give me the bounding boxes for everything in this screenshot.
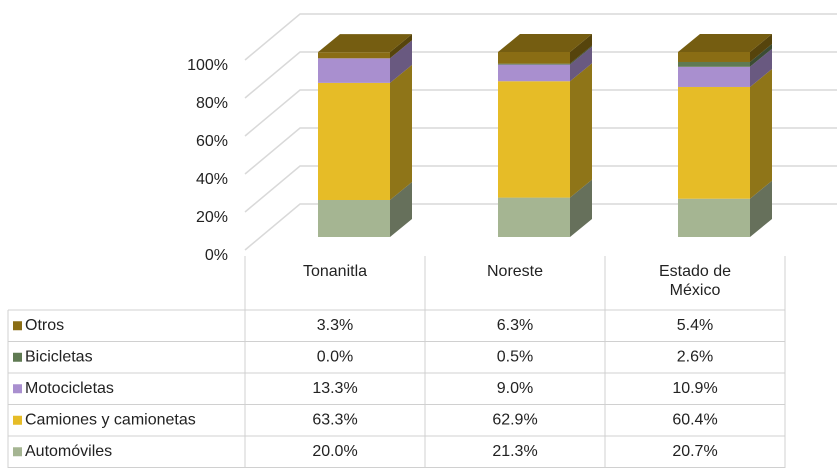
bar-side (570, 63, 592, 198)
data-label: 3.3% (317, 317, 353, 334)
bar (318, 52, 390, 59)
bar (498, 63, 570, 65)
bar (678, 198, 750, 237)
grid-line (244, 51, 837, 99)
bar (678, 52, 750, 62)
bar-side (390, 40, 412, 83)
legend-label: Automóviles (25, 443, 112, 460)
bar (498, 64, 570, 82)
data-label: 0.5% (497, 348, 533, 365)
bar-side (390, 64, 412, 201)
legend-swatch (13, 415, 22, 425)
data-label: 62.9% (492, 411, 537, 428)
category-label: Tonanitla (302, 263, 368, 280)
legend-label: Motocicletas (25, 380, 114, 397)
category-text: Noreste (486, 263, 544, 280)
data-label: 60.4% (672, 411, 717, 428)
y-tick-label: 20% (196, 209, 228, 226)
data-label: 20.0% (312, 443, 357, 460)
bar-top (678, 34, 772, 52)
bar-side (750, 180, 772, 237)
data-label: 9.0% (497, 380, 533, 397)
grid-line (244, 89, 837, 137)
data-label: 5.4% (677, 317, 713, 334)
legend-swatch (13, 384, 22, 394)
bar (678, 61, 750, 67)
data-label: 21.3% (492, 443, 537, 460)
y-tick-label: 40% (196, 171, 228, 188)
bar-side (570, 34, 592, 64)
bar-side (570, 46, 592, 82)
grid-line (244, 165, 837, 213)
bar (498, 81, 570, 198)
legend-swatch (13, 321, 22, 331)
category-text: Tonanitla (302, 263, 368, 280)
bar-side (390, 34, 412, 59)
bar (498, 197, 570, 237)
y-tick-label: 80% (196, 95, 228, 112)
bar-top (498, 34, 592, 52)
bar-side (570, 45, 592, 65)
data-label: 13.3% (312, 380, 357, 397)
bar (498, 52, 570, 64)
legend-swatch (13, 352, 22, 362)
data-label: 0.0% (317, 348, 353, 365)
bar-side (570, 179, 592, 237)
data-label: 63.3% (312, 411, 357, 428)
bar-top (318, 34, 412, 53)
data-label: 6.3% (497, 317, 533, 334)
bar-side (750, 68, 772, 199)
grid-line (244, 127, 837, 175)
bar-side (750, 34, 772, 62)
data-label: 10.9% (672, 380, 717, 397)
category-text: Estado de México (658, 263, 732, 299)
bar-side (750, 43, 772, 67)
bar-side (390, 182, 412, 237)
legend-label: Otros (25, 317, 64, 334)
legend-label: Camiones y camionetas (25, 411, 196, 428)
y-tick-label: 60% (196, 133, 228, 150)
bar (318, 200, 390, 237)
category-label: Noreste (486, 263, 544, 280)
bar-side (750, 48, 772, 87)
y-tick-label: 100% (187, 57, 228, 74)
data-label: 2.6% (677, 348, 713, 365)
legend-swatch (13, 447, 22, 457)
data-label: 20.7% (672, 443, 717, 460)
y-tick-label: 0% (205, 247, 228, 264)
grid-line (244, 13, 837, 61)
bar (318, 58, 390, 83)
bar (678, 66, 750, 87)
grid-line (244, 203, 837, 251)
category-label: Estado de México (658, 263, 732, 299)
bar (678, 86, 750, 199)
legend-label: Bicicletas (25, 348, 93, 365)
bar (318, 82, 390, 200)
